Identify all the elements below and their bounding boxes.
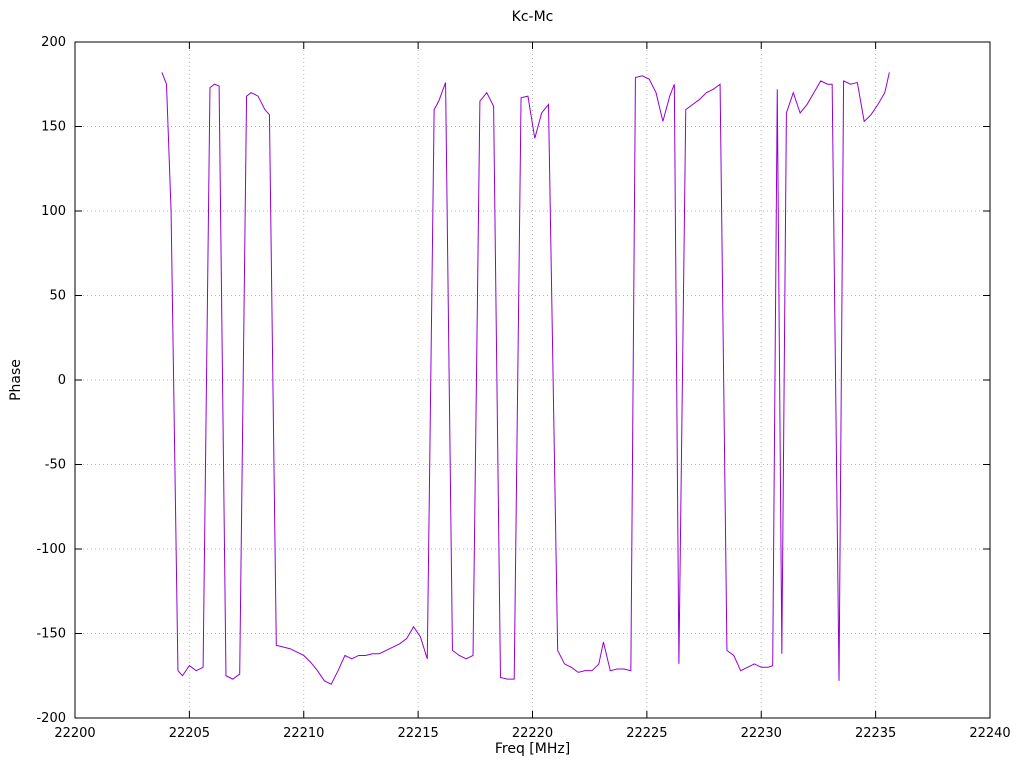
y-tick-label: -150 [36,627,66,642]
x-tick-label: 22200 [54,726,95,741]
x-tick-label: 22230 [741,726,782,741]
y-tick-label: 0 [58,373,66,388]
y-axis-label: Phase [8,359,24,401]
y-tick-label: -100 [36,542,66,557]
gridlines [74,41,991,719]
x-tick-label: 22240 [969,726,1010,741]
x-tick-label: 22215 [397,726,438,741]
chart-title: Kc-Mc [511,9,554,25]
x-tick-label: 22220 [512,726,553,741]
y-tick-label: 150 [41,120,66,135]
tick-labels: 22200 22205 22210 22215 22220 22225 22230 22235… [36,35,1010,741]
y-tick-label: -50 [45,458,66,473]
y-tick-label: 50 [49,289,66,304]
plot-border [74,41,991,719]
y-tick-label: 200 [41,35,66,50]
x-axis-label: Freq [MHz] [494,741,571,757]
x-tick-label: 22225 [626,726,667,741]
y-tick-label: -200 [36,711,66,726]
y-tick-label: 100 [41,204,66,219]
x-tick-label: 22205 [169,726,210,741]
x-tick-label: 22210 [283,726,324,741]
tick-marks [74,41,991,719]
x-tick-label: 22235 [855,726,896,741]
phase-line [161,72,890,685]
